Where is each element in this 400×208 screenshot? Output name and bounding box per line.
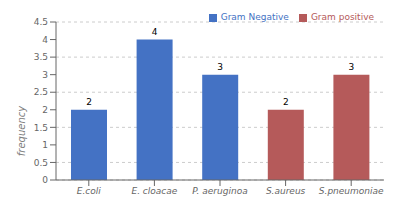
html-text:Gram positive: Gram positive — [310, 12, 374, 22]
svg-text:0.5: 0.5 — [34, 158, 48, 168]
svg-text:1.5: 1.5 — [34, 123, 48, 133]
svg-text:0: 0 — [42, 175, 48, 185]
svg-text:S.aureus: S.aureus — [266, 186, 306, 196]
svg-text:frequency: frequency — [16, 105, 27, 156]
svg-text:E.coli: E.coli — [77, 186, 102, 196]
svg-text:4: 4 — [42, 35, 48, 45]
svg-text:3: 3 — [349, 62, 355, 72]
svg-text:2: 2 — [283, 97, 289, 107]
svg-text:S.pneumoniae: S.pneumoniae — [319, 186, 384, 196]
svg-text:2.5: 2.5 — [34, 87, 48, 97]
svg-text:3: 3 — [217, 62, 223, 72]
svg-text:2: 2 — [86, 97, 92, 107]
svg-text:P. aeruginoa: P. aeruginoa — [192, 186, 247, 196]
svg-text:E. cloacae: E. cloacae — [131, 186, 177, 196]
svg-text:2: 2 — [42, 105, 48, 115]
svg-text:1: 1 — [42, 140, 48, 150]
svg-text:4: 4 — [152, 27, 158, 37]
svg-text:3: 3 — [42, 70, 48, 80]
html-text:Gram Negative: Gram Negative — [220, 12, 289, 22]
svg-text:4.5: 4.5 — [34, 17, 48, 27]
svg-text:3.5: 3.5 — [34, 52, 48, 62]
